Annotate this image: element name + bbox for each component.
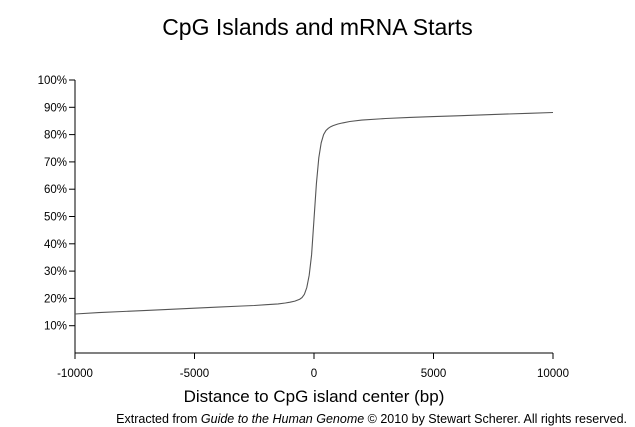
y-tick-label: 50%: [44, 212, 67, 224]
y-tick-label: 30%: [44, 266, 67, 278]
x-tick-label: 10000: [537, 368, 569, 380]
chart-title: CpG Islands and mRNA Starts: [162, 14, 473, 40]
y-tick-label: 70%: [44, 157, 67, 169]
credit-prefix: Extracted from: [116, 412, 201, 426]
copyright-credit: Extracted from Guide to the Human Genome…: [116, 412, 627, 426]
x-tick-label: -10000: [57, 368, 93, 380]
y-tick-label: 60%: [44, 184, 67, 196]
series-line: [74, 111, 554, 315]
y-tick-label: 100%: [38, 75, 67, 87]
y-tick-label: 40%: [44, 239, 67, 251]
y-tick-label: 20%: [44, 293, 67, 305]
y-tick-label: 10%: [44, 321, 67, 333]
y-tick-label: 90%: [44, 102, 67, 114]
credit-suffix: © 2010 by Stewart Scherer. All rights re…: [364, 412, 627, 426]
x-tick-label: -5000: [180, 368, 209, 380]
credit-book-title: Guide to the Human Genome: [200, 412, 365, 426]
y-tick-label: 80%: [44, 130, 67, 142]
x-tick-label: 0: [311, 368, 317, 380]
x-tick-label: 5000: [421, 368, 447, 380]
x-axis-label: Distance to CpG island center (bp): [183, 387, 445, 406]
